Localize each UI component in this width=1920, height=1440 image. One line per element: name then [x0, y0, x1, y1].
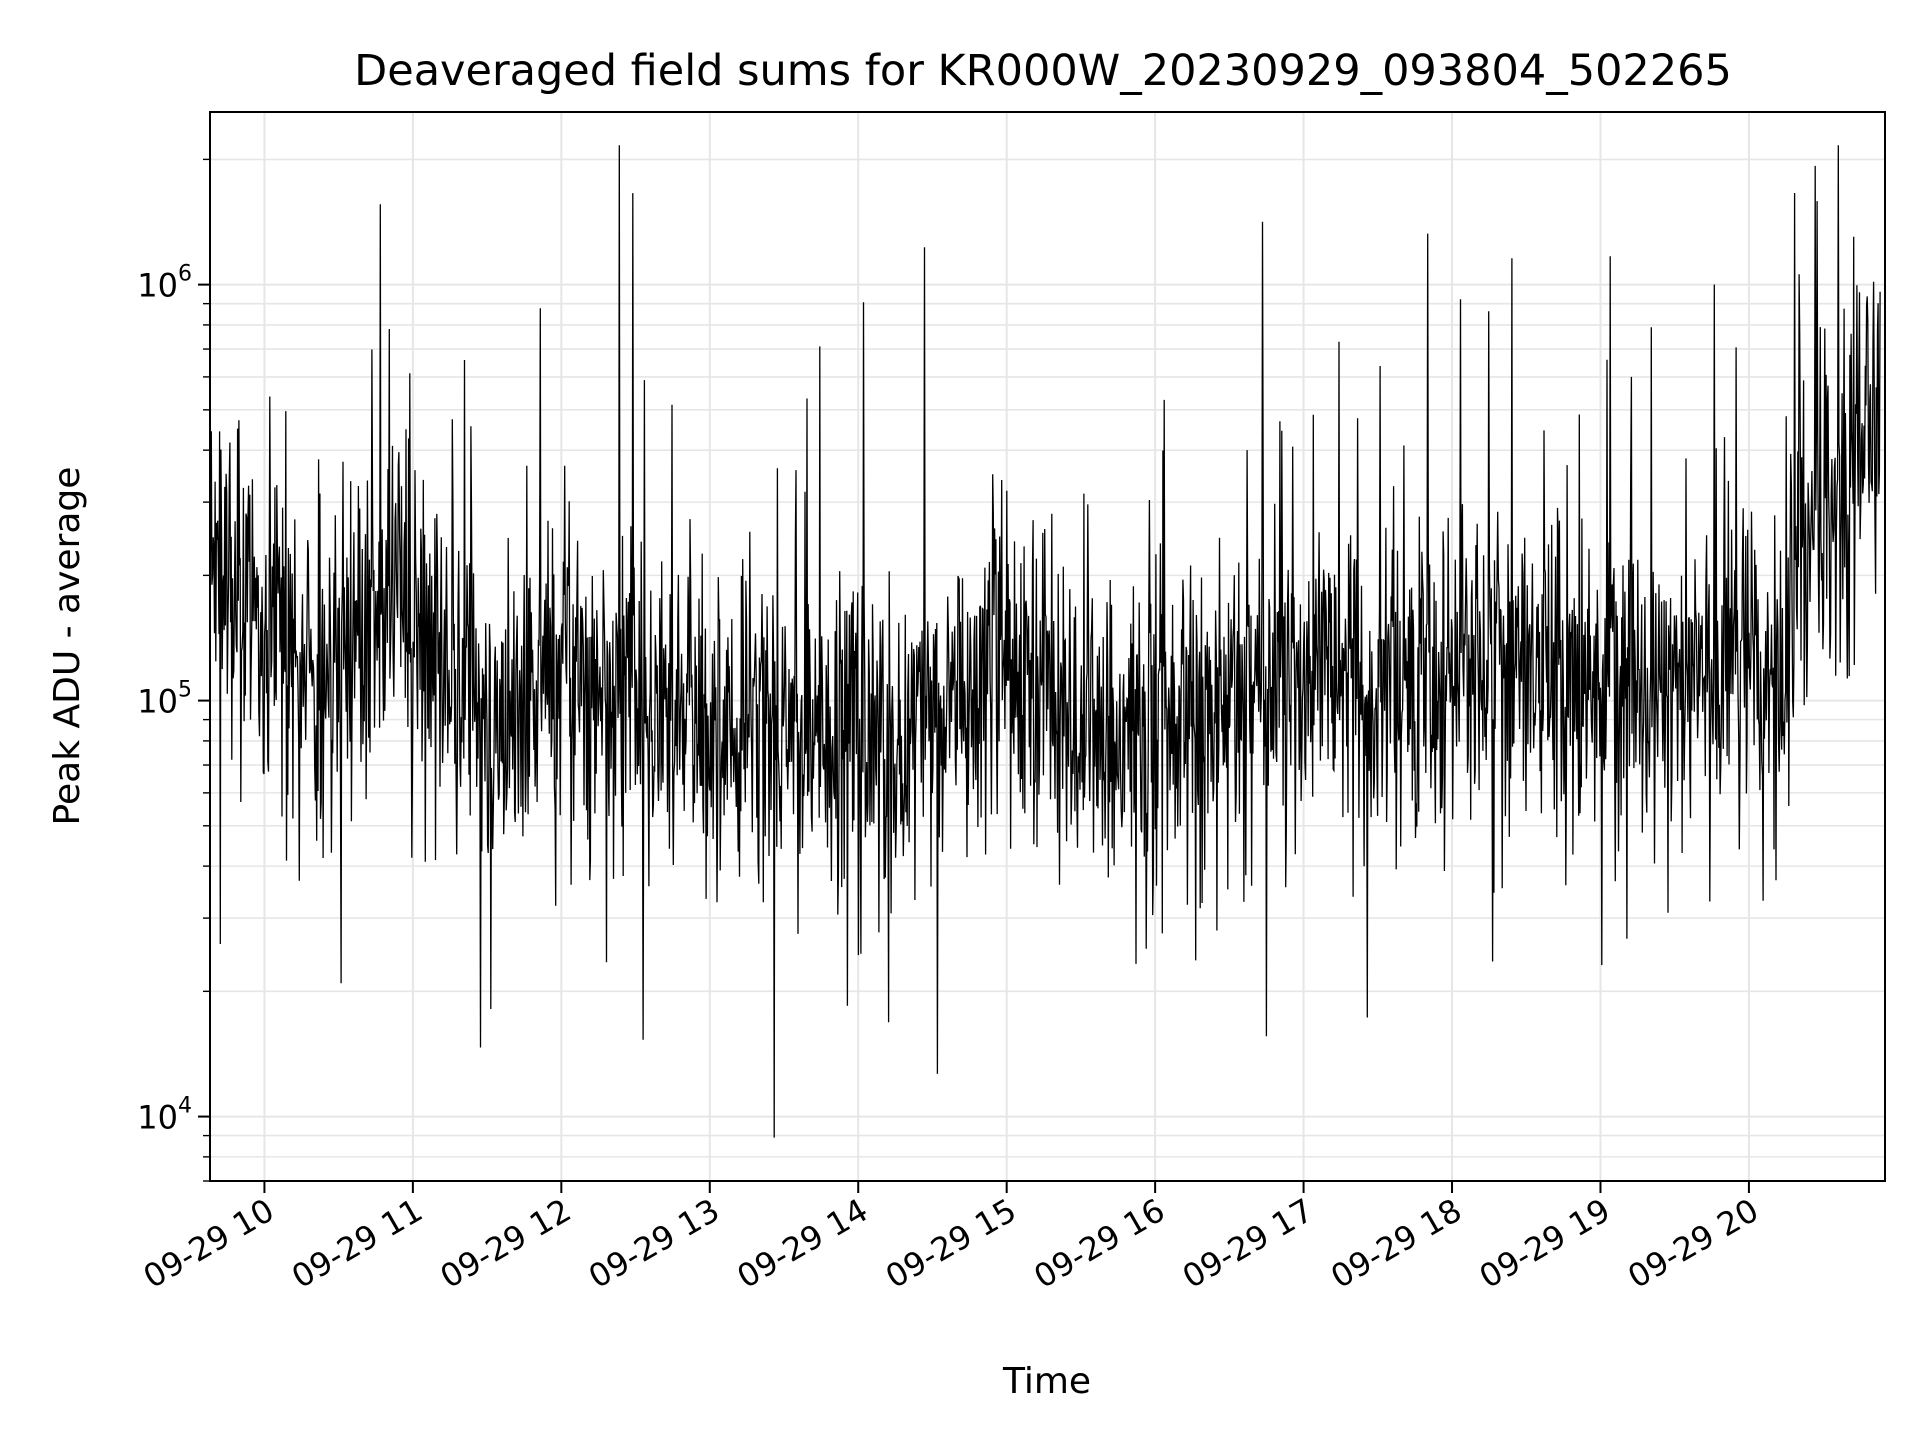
x-tick-label: 09-29 14	[731, 1191, 875, 1296]
x-tick-label: 09-29 17	[1176, 1191, 1320, 1296]
x-tick-label: 09-29 16	[1028, 1191, 1172, 1296]
x-tick-label: 09-29 20	[1621, 1191, 1765, 1296]
plot-frame	[209, 111, 1886, 1182]
chart-title: Deaveraged field sums for KR000W_2023092…	[354, 46, 1732, 96]
x-tick-label: 09-29 10	[137, 1191, 281, 1296]
y-tick-label: 104	[137, 1094, 192, 1137]
series-layer	[209, 145, 1881, 1138]
x-axis-ticks: 09-29 10 09-29 11 09-29 12 09-29 13 09-29 14…	[137, 1181, 1765, 1296]
x-tick-label: 09-29 11	[285, 1191, 429, 1296]
y-tick-label: 105	[137, 678, 192, 721]
x-tick-label: 09-29 19	[1473, 1191, 1617, 1296]
x-tick-label: 09-29 13	[582, 1191, 726, 1296]
x-tick-label: 09-29 18	[1324, 1191, 1468, 1296]
x-axis-label: Time	[1002, 1361, 1091, 1402]
y-axis-label: Peak ADU - average	[47, 467, 88, 826]
y-tick-label: 106	[137, 262, 192, 305]
x-tick-label: 09-29 15	[879, 1191, 1023, 1296]
series-line	[209, 145, 1881, 1138]
x-tick-label: 09-29 12	[434, 1191, 578, 1296]
y-axis-ticks: 104 105 106	[137, 158, 210, 1182]
